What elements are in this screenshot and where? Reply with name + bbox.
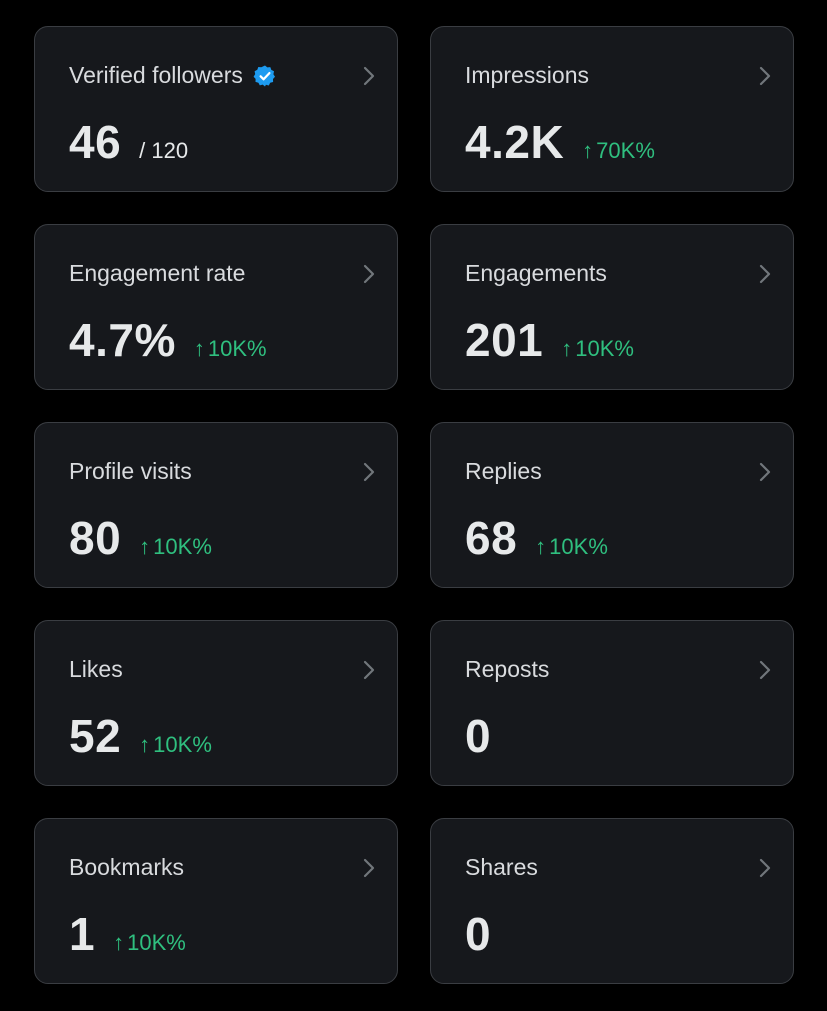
metric-delta-value: 10K% — [153, 534, 212, 559]
metric-value-row: 0 — [465, 709, 491, 763]
metric-value: 4.7% — [69, 314, 176, 366]
metric-delta-value: 10K% — [127, 930, 186, 955]
verified-badge-icon — [253, 65, 275, 86]
metric-value: 0 — [465, 710, 492, 762]
metric-card-engagements[interactable]: Engagements 201 ↑ 10K% — [430, 224, 794, 390]
metric-value-row: 201 ↑ 10K% — [465, 313, 634, 367]
chevron-right-icon[interactable] — [361, 461, 377, 483]
metric-delta-value: 70K% — [596, 138, 655, 163]
metric-value-row: 0 — [465, 907, 491, 961]
metric-card-bookmarks[interactable]: Bookmarks 1 ↑ 10K% — [34, 818, 398, 984]
metric-value-row: 52 ↑ 10K% — [69, 709, 212, 763]
metric-delta-value: 10K% — [575, 336, 634, 361]
metric-title-row: Shares — [465, 854, 538, 881]
metric-delta: ↑ 10K% — [561, 336, 634, 362]
metric-value-row: 46 / 120 — [69, 115, 188, 169]
metric-delta: ↑ 10K% — [139, 534, 212, 560]
chevron-right-icon[interactable] — [757, 461, 773, 483]
metric-value-row: 80 ↑ 10K% — [69, 511, 212, 565]
metric-value: 201 — [465, 314, 544, 366]
chevron-right-icon[interactable] — [757, 263, 773, 285]
chevron-right-icon[interactable] — [757, 65, 773, 87]
metric-card-replies[interactable]: Replies 68 ↑ 10K% — [430, 422, 794, 588]
metric-title: Replies — [465, 458, 542, 484]
metric-value: 80 — [69, 512, 122, 564]
metric-value-row: 1 ↑ 10K% — [69, 907, 186, 961]
metric-title: Shares — [465, 854, 538, 880]
metric-title-row: Likes — [69, 656, 123, 683]
metric-denominator: / 120 — [139, 138, 189, 163]
metric-card-shares[interactable]: Shares 0 — [430, 818, 794, 984]
arrow-up-icon: ↑ — [113, 930, 125, 955]
metric-title: Verified followers — [69, 62, 243, 88]
metric-card-likes[interactable]: Likes 52 ↑ 10K% — [34, 620, 398, 786]
metric-card-verified-followers[interactable]: Verified followers 46 / 120 — [34, 26, 398, 192]
metric-value: 46 — [69, 116, 122, 168]
metric-delta: ↑ 70K% — [582, 138, 655, 164]
metric-value-row: 4.7% ↑ 10K% — [69, 313, 267, 367]
metric-delta-value: 10K% — [153, 732, 212, 757]
chevron-right-icon[interactable] — [757, 659, 773, 681]
metric-title: Engagements — [465, 260, 607, 286]
metric-value-row: 68 ↑ 10K% — [465, 511, 608, 565]
metric-title-row: Impressions — [465, 62, 589, 89]
metric-delta: ↑ 10K% — [139, 732, 212, 758]
metric-title: Likes — [69, 656, 123, 682]
metric-title-row: Replies — [465, 458, 542, 485]
metric-title: Reposts — [465, 656, 550, 682]
arrow-up-icon: ↑ — [582, 138, 594, 163]
arrow-up-icon: ↑ — [561, 336, 573, 361]
metric-delta-value: 10K% — [207, 336, 267, 361]
metric-delta: ↑ 10K% — [535, 534, 608, 560]
metric-title-row: Bookmarks — [69, 854, 184, 881]
metric-value-row: 4.2K ↑ 70K% — [465, 115, 655, 169]
arrow-up-icon: ↑ — [139, 534, 151, 559]
chevron-right-icon[interactable] — [757, 857, 773, 879]
chevron-right-icon[interactable] — [361, 659, 377, 681]
chevron-right-icon[interactable] — [361, 857, 377, 879]
metric-value: 68 — [465, 512, 518, 564]
metric-card-reposts[interactable]: Reposts 0 — [430, 620, 794, 786]
metric-delta: ↑ 10K% — [194, 336, 267, 362]
arrow-up-icon: ↑ — [139, 732, 151, 757]
chevron-right-icon[interactable] — [361, 65, 377, 87]
chevron-right-icon[interactable] — [361, 263, 377, 285]
metric-value: 4.2K — [465, 116, 565, 168]
metric-value: 0 — [465, 908, 492, 960]
metric-title-row: Verified followers — [69, 62, 277, 89]
metric-title-row: Profile visits — [69, 458, 192, 485]
metrics-grid: Verified followers 46 / 120 Impressions … — [34, 26, 794, 984]
metric-card-profile-visits[interactable]: Profile visits 80 ↑ 10K% — [34, 422, 398, 588]
metric-title: Bookmarks — [69, 854, 185, 880]
metric-delta: ↑ 10K% — [113, 930, 186, 956]
metric-title-row: Engagement rate — [69, 260, 245, 287]
metric-value: 1 — [69, 908, 96, 960]
metric-title: Engagement rate — [69, 260, 246, 286]
metric-delta-value: 10K% — [549, 534, 608, 559]
metric-value: 52 — [69, 710, 122, 762]
metric-title: Impressions — [465, 62, 589, 88]
metric-title-row: Reposts — [465, 656, 549, 683]
metric-card-impressions[interactable]: Impressions 4.2K ↑ 70K% — [430, 26, 794, 192]
metric-title: Profile visits — [69, 458, 192, 484]
metric-card-engagement-rate[interactable]: Engagement rate 4.7% ↑ 10K% — [34, 224, 398, 390]
arrow-up-icon: ↑ — [193, 336, 205, 361]
arrow-up-icon: ↑ — [535, 534, 547, 559]
metric-title-row: Engagements — [465, 260, 607, 287]
